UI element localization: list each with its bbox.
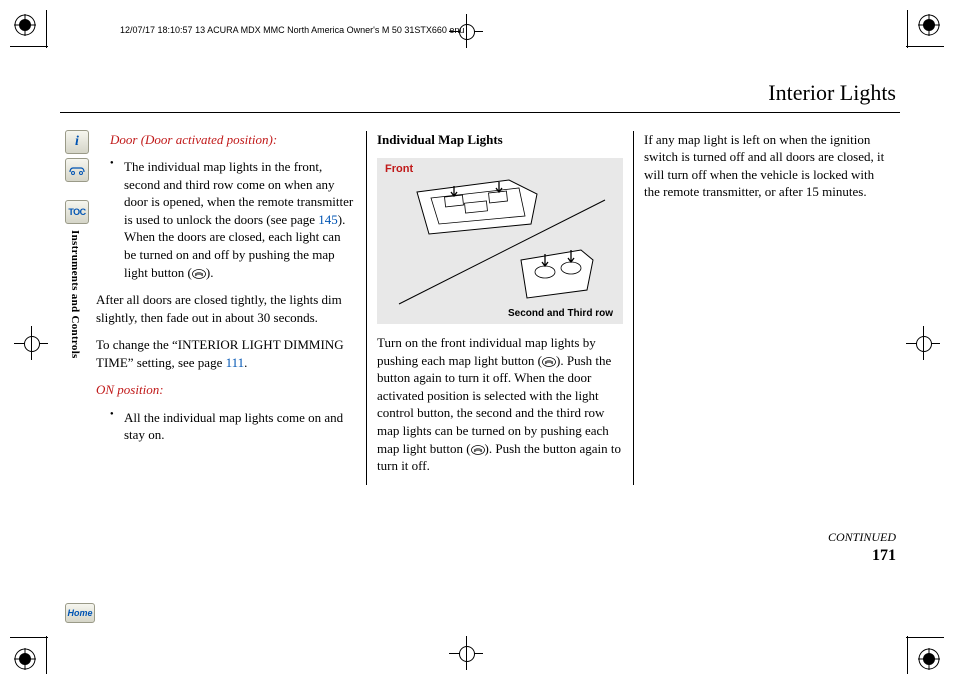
registration-mark-icon: [918, 648, 940, 670]
page-title: Interior Lights: [60, 78, 900, 108]
crop-mark-icon: [10, 46, 48, 47]
body-text: After all doors are closed tightly, the …: [96, 291, 356, 326]
continued-label: CONTINUED: [60, 529, 900, 545]
registration-mark-icon: [14, 648, 36, 670]
crosshair-icon: [449, 636, 483, 670]
page-link[interactable]: 145: [318, 212, 338, 227]
text: .: [244, 355, 247, 370]
crop-mark-icon: [907, 636, 908, 674]
crosshair-icon: [906, 326, 940, 360]
heading-on-position: ON position:: [96, 381, 356, 399]
crop-mark-icon: [906, 46, 944, 47]
column-2: Individual Map Lights Front: [366, 131, 633, 485]
body-text: To change the “INTERIOR LIGHT DIMMING TI…: [96, 336, 356, 371]
page-number: 171: [60, 545, 900, 567]
crop-mark-icon: [46, 10, 47, 48]
registration-mark-icon: [918, 14, 940, 36]
crop-mark-icon: [906, 637, 944, 638]
map-light-diagram-icon: [389, 172, 615, 318]
page-content: Interior Lights Door (Door activated pos…: [60, 78, 900, 566]
body-text: The individual map lights in the front, …: [110, 158, 356, 281]
crop-mark-icon: [907, 10, 908, 48]
figure-label-row: Second and Third row: [508, 307, 613, 321]
crop-mark-icon: [10, 637, 48, 638]
page-link[interactable]: 111: [226, 355, 245, 370]
figure-map-lights: Front: [377, 158, 623, 324]
heading-map-lights: Individual Map Lights: [377, 131, 623, 149]
column-3: If any map light is left on when the ign…: [633, 131, 900, 485]
home-button[interactable]: Home: [65, 603, 95, 623]
body-text: Turn on the front individual map lights …: [377, 334, 623, 474]
text: To change the “INTERIOR LIGHT DIMMING TI…: [96, 337, 344, 370]
map-light-button-icon: [471, 442, 485, 452]
body-text: If any map light is left on when the ign…: [644, 131, 890, 201]
header-metadata: 12/07/17 18:10:57 13 ACURA MDX MMC North…: [120, 24, 464, 36]
registration-mark-icon: [14, 14, 36, 36]
crop-mark-icon: [46, 636, 47, 674]
map-light-button-icon: [542, 354, 556, 364]
map-light-button-icon: [192, 266, 206, 276]
text: ).: [206, 265, 214, 280]
content-columns: Door (Door activated position): The indi…: [100, 131, 900, 485]
heading-door-position: Door (Door activated position):: [110, 131, 356, 149]
title-rule: [60, 112, 900, 113]
column-1: Door (Door activated position): The indi…: [100, 131, 366, 485]
body-text: All the individual map lights come on an…: [110, 409, 356, 444]
crosshair-icon: [14, 326, 48, 360]
page-canvas: 12/07/17 18:10:57 13 ACURA MDX MMC North…: [0, 0, 954, 684]
